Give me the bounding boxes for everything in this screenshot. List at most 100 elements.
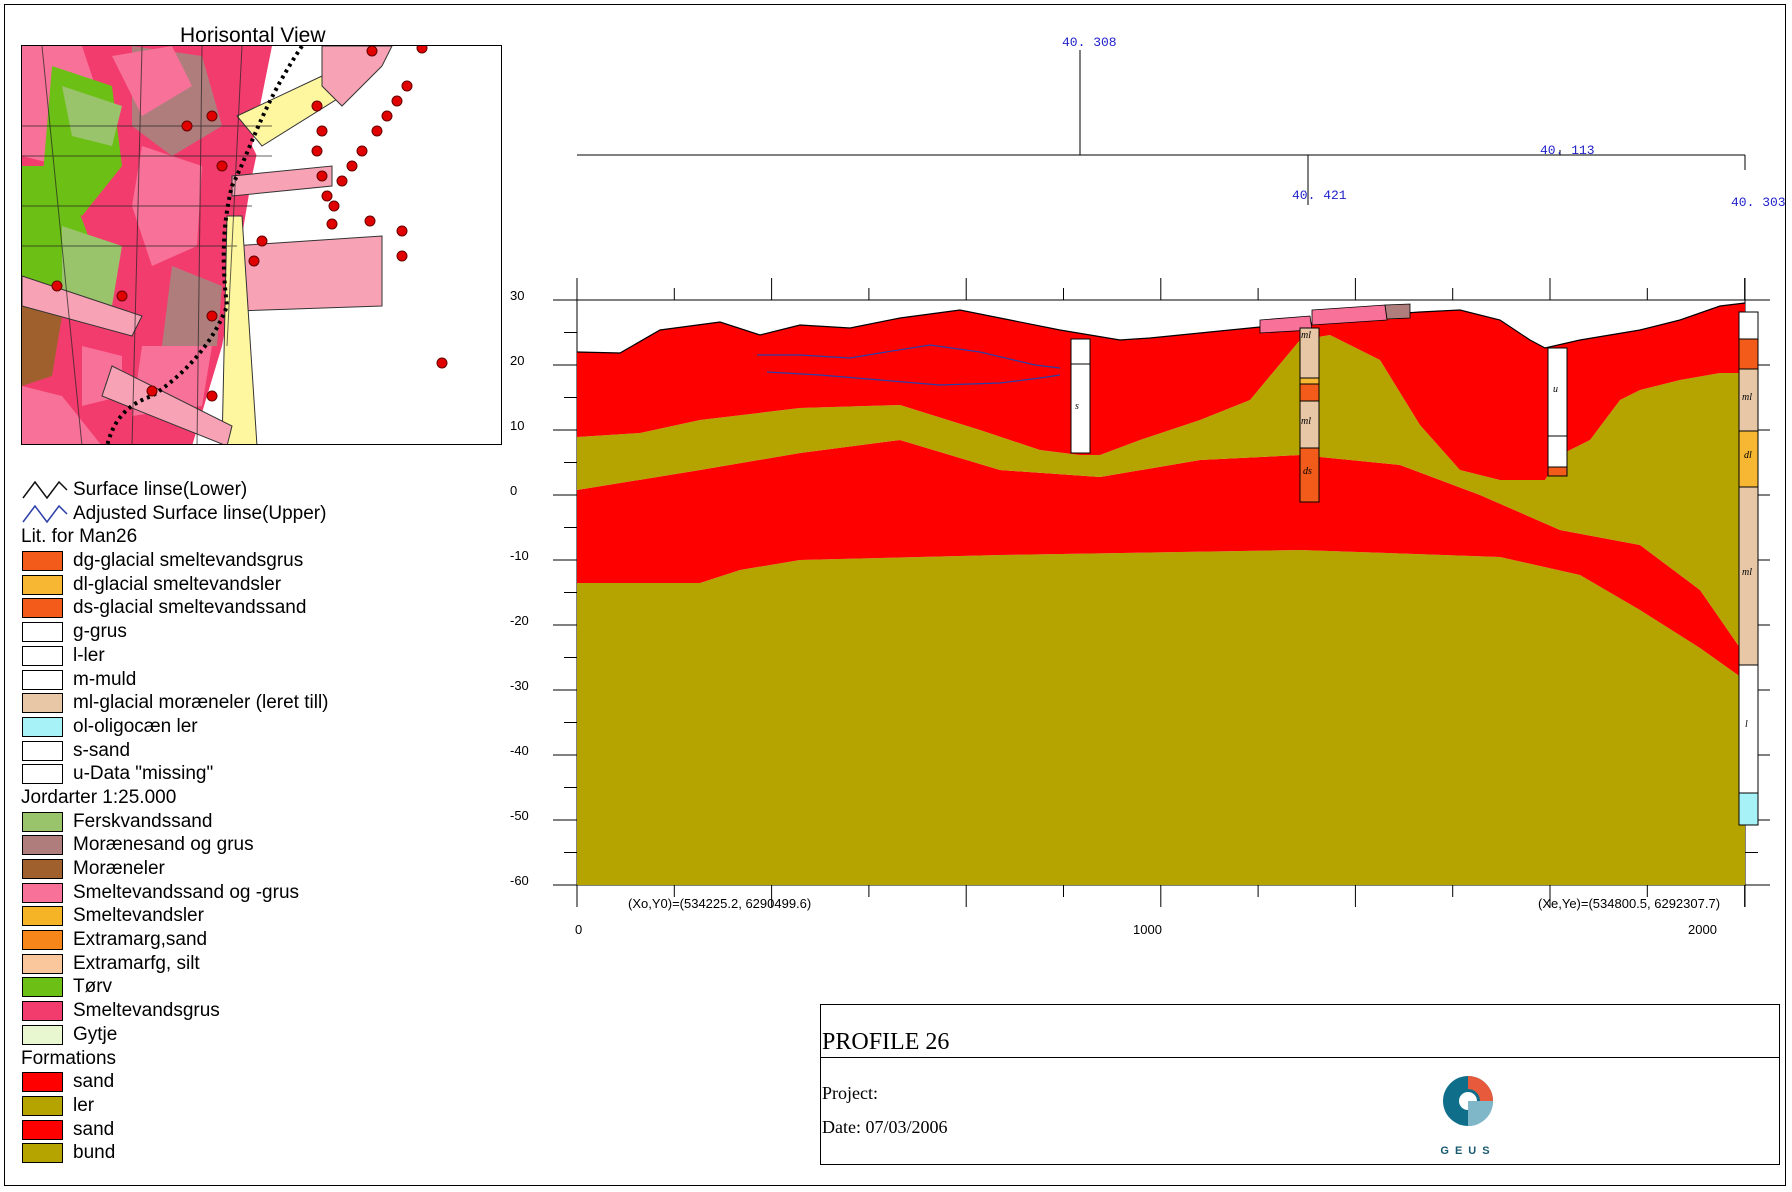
legend-label: dl-glacial smeltevandsler — [73, 573, 282, 595]
legend-item: ol-oligocæn ler — [21, 715, 491, 739]
legend-swatch — [22, 859, 63, 879]
legend-item: ler — [21, 1094, 491, 1118]
legend-heading-jord: Jordarter 1:25.000 — [21, 786, 177, 808]
legend-label: ol-oligocæn ler — [73, 715, 198, 737]
well-code: l — [1745, 719, 1748, 730]
legend-swatch — [22, 953, 63, 974]
legend-item: Smeltevandssand og -grus — [21, 881, 491, 905]
legend-swatch — [22, 1024, 63, 1045]
well-labels: 40. 308 40. 421 40. 113 40. 303 — [1062, 35, 1786, 210]
x-axis-labels: 0 1000 2000 (Xo,Y0)=(534225.2, 6290499.6… — [575, 896, 1720, 937]
page-frame — [4, 4, 1786, 1186]
legend-surface-upper: Adjusted Surface linse(Upper) — [21, 502, 491, 526]
y-tick-label: -60 — [510, 873, 529, 888]
legend-swatch — [22, 1143, 63, 1164]
legend-item: Extramarg,sand — [21, 928, 491, 952]
legend-label: m-muld — [73, 668, 137, 690]
y-tick-label: -20 — [510, 613, 529, 628]
legend-heading-formations: Formations — [21, 1047, 117, 1069]
well-code: ds — [1303, 466, 1312, 477]
profile-section: 40. 308 40. 421 40. 113 40. 303 30 20 10… — [510, 35, 1786, 937]
geus-logo: GEUS — [1430, 1071, 1506, 1157]
legend-swatch — [22, 906, 63, 927]
legend-item: Moræneler — [21, 857, 491, 881]
legend-item: dl-glacial smeltevandsler — [21, 573, 491, 597]
legend-label: Smeltevandsgrus — [73, 1000, 220, 1022]
well-label: 40. 308 — [1062, 35, 1117, 50]
legend-label: l-ler — [73, 644, 105, 666]
legend-item: l-ler — [21, 644, 491, 668]
y-axis-labels: 30 20 10 0 -10 -20 -30 -40 -50 -60 — [510, 288, 529, 888]
y-tick-label: -10 — [510, 548, 529, 563]
legend-label: Tørv — [73, 976, 113, 998]
surface-deposit — [1311, 304, 1388, 326]
geus-logo-icon — [1443, 1076, 1493, 1126]
well-code: ml — [1301, 330, 1311, 341]
x-tick-label: 2000 — [1688, 922, 1717, 937]
well-log-40-303: ml dl ml l — [1738, 311, 1759, 826]
date-label: Date: 07/03/2006 — [822, 1117, 948, 1137]
start-coordinate: (Xo,Y0)=(534225.2, 6290499.6) — [628, 896, 811, 911]
legend-item: dg-glacial smeltevandsgrus — [21, 549, 491, 573]
legend-swatch — [22, 882, 63, 903]
y-tick-label: 10 — [510, 418, 524, 433]
legend-swatch — [22, 740, 63, 761]
legend-label: Morænesand og grus — [73, 834, 254, 856]
project-label: Project: — [822, 1083, 878, 1103]
well-label: 40. 421 — [1292, 188, 1347, 203]
legend-item: Ferskvandssand — [21, 810, 491, 834]
well-log-40-421: ml ml ds — [1299, 327, 1320, 503]
legend-surface-lower: Surface linse(Lower) — [21, 478, 491, 502]
geology-layers — [576, 302, 1746, 885]
map-svg — [22, 46, 501, 444]
layer-sand-lower — [577, 440, 1745, 680]
legend-item: sand — [21, 1070, 491, 1094]
legend-swatch — [22, 645, 63, 666]
layer-ler — [577, 335, 1745, 655]
x-tick-label: 0 — [575, 922, 582, 937]
y-tick-label: 30 — [510, 288, 524, 303]
legend-swatch — [22, 835, 63, 856]
surface-deposit — [1384, 303, 1411, 320]
y-tick-label: -50 — [510, 808, 529, 823]
legend-item: bund — [21, 1141, 491, 1165]
surface-line — [576, 302, 1746, 354]
legend-item: Tørv — [21, 975, 491, 999]
well-projection-lines — [577, 50, 1746, 205]
adjusted-surface-line — [757, 344, 1061, 369]
legend-label: s-sand — [73, 739, 131, 761]
legend-item: Smeltevandsler — [21, 904, 491, 928]
profile-title: PROFILE 26 — [821, 1027, 1780, 1058]
legend-swatch — [22, 811, 63, 832]
well-log-40-113: u — [1547, 347, 1568, 477]
horizontal-view-map — [21, 45, 502, 445]
legend-heading-lit: Lit. for Man26 — [21, 526, 138, 548]
well-code: ml — [1742, 392, 1752, 403]
legend-swatch — [22, 1095, 63, 1116]
legend-swatch — [22, 1119, 63, 1140]
legend-swatch — [22, 622, 63, 643]
legend-label: Extramarfg, silt — [73, 952, 200, 974]
well-label: 40. 303 — [1731, 195, 1786, 210]
legend-label: Gytje — [73, 1023, 118, 1045]
legend-item: sand — [21, 1118, 491, 1142]
end-coordinate: (Xe,Ye)=(534800.5, 6292307.7) — [1538, 896, 1720, 911]
legend-swatch — [22, 1001, 63, 1022]
well-code: dl — [1744, 450, 1752, 461]
legend-item: Extramarfg, silt — [21, 952, 491, 976]
legend-label: Smeltevandssand og -grus — [73, 881, 300, 903]
legend-label: Adjusted Surface linse(Upper) — [73, 502, 327, 524]
legend-label: g-grus — [73, 621, 127, 643]
legend-item: Morænesand og grus — [21, 833, 491, 857]
legend-item: s-sand — [21, 739, 491, 763]
legend-label: sand — [73, 1071, 115, 1093]
zigzag-line-icon — [22, 480, 68, 500]
legend-swatch — [22, 574, 63, 595]
legend-label: ler — [73, 1094, 95, 1116]
legend-label: ml-glacial moræneler (leret till) — [73, 692, 329, 714]
x-tick-label: 1000 — [1133, 922, 1162, 937]
legend-label: Moræneler — [73, 858, 165, 879]
legend-label: sand — [73, 1118, 115, 1140]
y-tick-label: -40 — [510, 743, 529, 758]
well-code: ml — [1742, 567, 1752, 578]
